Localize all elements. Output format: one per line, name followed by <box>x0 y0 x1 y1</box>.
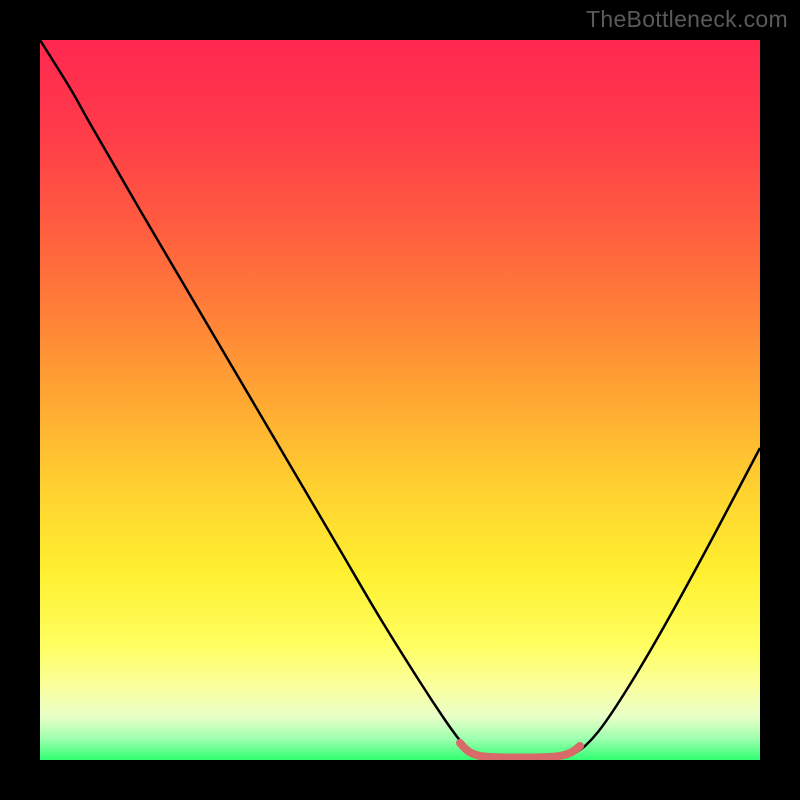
bottleneck-chart <box>40 40 760 760</box>
bottleneck-curve <box>40 40 760 760</box>
chart-curves <box>40 40 760 760</box>
watermark-text: TheBottleneck.com <box>586 6 788 33</box>
optimal-range-marker <box>460 743 580 758</box>
